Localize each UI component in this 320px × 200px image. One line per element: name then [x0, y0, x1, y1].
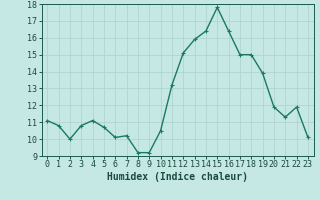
X-axis label: Humidex (Indice chaleur): Humidex (Indice chaleur) — [107, 172, 248, 182]
